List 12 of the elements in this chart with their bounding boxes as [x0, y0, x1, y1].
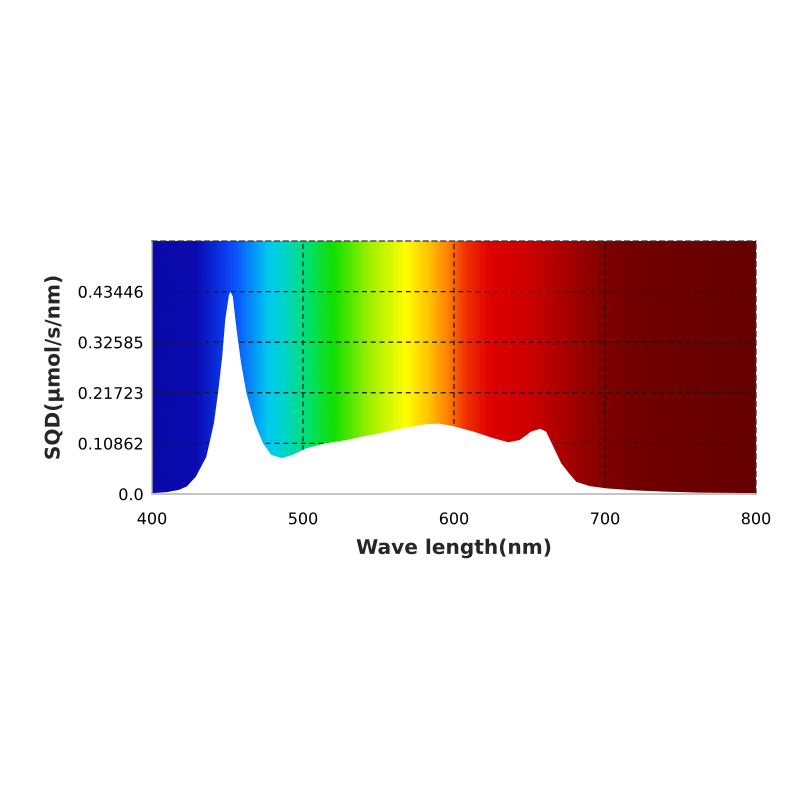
y-tick-label: 0.43446 — [78, 286, 143, 298]
x-axis-title: Wave length(nm) — [356, 538, 550, 558]
x-tick-label: 600 — [440, 512, 468, 524]
x-tick-label: 400 — [138, 512, 166, 524]
x-tick-label: 500 — [288, 512, 318, 524]
y-tick-label: 0.0 — [119, 488, 143, 500]
y-axis-title: SQD(μmol/s/nm) — [44, 276, 64, 459]
y-tick-label: 0.10862 — [78, 438, 142, 450]
x-tick-label: 700 — [591, 512, 620, 524]
y-tick-label: 0.32585 — [78, 336, 142, 348]
y-tick-label: 0.21723 — [78, 387, 142, 400]
x-tick-label: 800 — [742, 512, 770, 524]
